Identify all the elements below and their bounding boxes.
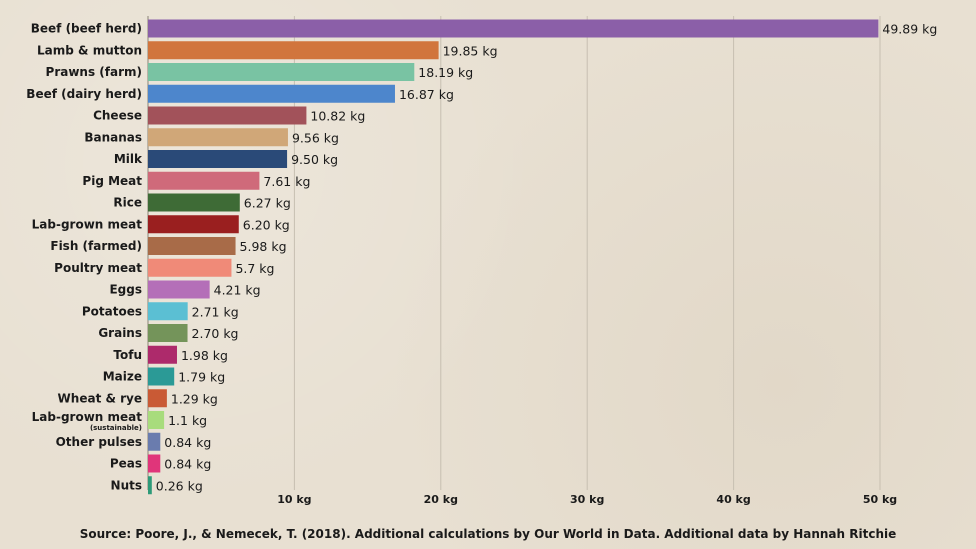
data-label: 6.27 kg [244,196,291,211]
data-label: 5.7 kg [235,261,274,276]
category-label: Other pulses [56,435,142,449]
category-label: Cheese [93,109,142,123]
x-tick-label: 20 kg [424,493,458,506]
x-tick-label: 50 kg [863,493,897,506]
category-label: Lamb & mutton [37,43,142,57]
data-label: 7.61 kg [263,174,310,189]
x-tick-label: 10 kg [277,493,311,506]
data-label: 6.20 kg [243,217,290,232]
bar [148,389,167,408]
data-label: 10.82 kg [310,109,365,124]
category-label: Pig Meat [82,174,142,188]
bar [148,171,260,190]
bar [148,454,161,473]
bar [148,63,415,81]
bar [148,302,188,321]
data-label: 0.84 kg [164,435,211,450]
bar [148,367,175,386]
bar [148,411,165,429]
category-label: Tofu [113,348,142,362]
data-label: 1.98 kg [181,348,228,363]
data-label: 1.79 kg [178,370,225,385]
data-label: 0.84 kg [164,457,211,472]
category-label: Beef (beef herd) [31,22,142,36]
data-label: 1.1 kg [168,413,207,428]
bar [148,324,188,342]
x-axis-ticks: 10 kg 20 kg 30 kg 40 kg 50 kg [277,493,897,506]
data-label: 9.56 kg [292,130,339,145]
data-label: 2.70 kg [192,326,239,341]
data-label: 1.29 kg [171,391,218,406]
bar [148,432,161,451]
category-label: Peas [110,457,142,471]
bars [148,19,879,495]
category-label: Milk [114,152,143,166]
category-labels: Beef (beef herd) Lamb & mutton Prawns (far… [26,22,143,493]
data-label: 0.26 kg [156,478,203,493]
bar [148,258,232,277]
category-sublabel: (sustainable) [90,424,142,432]
data-label: 19.85 kg [443,43,498,58]
data-label: 4.21 kg [214,283,261,298]
data-label: 2.71 kg [192,304,239,319]
data-label: 5.98 kg [240,239,287,254]
source-note: Source: Poore, J., & Nemecek, T. (2018).… [79,527,897,541]
category-label: Rice [113,196,142,210]
category-label: Prawns (farm) [46,65,142,79]
data-label: 18.19 kg [418,65,473,80]
bar [148,106,307,125]
category-label: Grains [98,326,142,340]
category-label: Lab-grown meat [32,410,143,424]
category-label: Maize [103,370,142,384]
bar [148,215,239,234]
category-label: Wheat & rye [58,391,142,405]
category-label: Beef (dairy herd) [26,87,142,101]
bar [148,19,879,38]
category-label: Bananas [84,130,142,144]
category-label: Fish (farmed) [50,239,142,253]
value-labels: 49.89 kg 19.85 kg 18.19 kg 16.87 kg 10.82 kg… [156,22,938,494]
x-tick-label: 30 kg [570,493,604,506]
bar [148,237,236,255]
category-label: Poultry meat [54,261,142,275]
bar [148,150,288,168]
data-label: 9.50 kg [291,152,338,167]
bar [148,84,395,103]
x-tick-label: 40 kg [716,493,750,506]
category-label: Nuts [111,478,142,492]
category-label: Eggs [109,283,142,297]
bar [148,476,152,495]
bar [148,345,177,364]
bar [148,128,288,147]
category-label: Potatoes [82,304,142,318]
bar [148,41,439,60]
data-label: 16.87 kg [399,87,454,102]
data-label: 49.89 kg [882,22,937,37]
bar [148,193,240,212]
bar [148,280,210,299]
category-label: Lab-grown meat [32,217,143,231]
